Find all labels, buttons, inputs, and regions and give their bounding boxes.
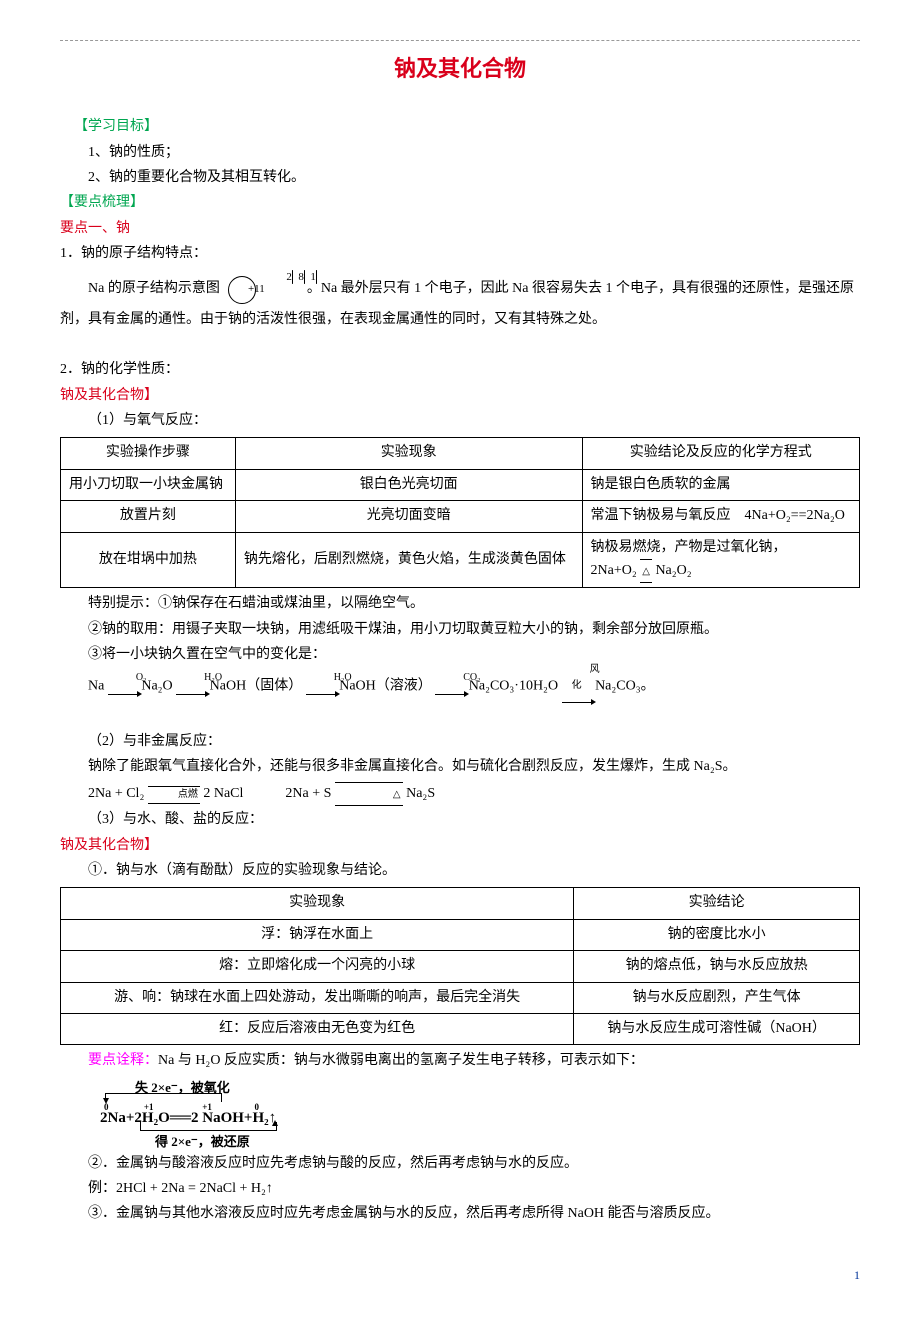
note-3: ③．金属钠与其他水溶液反应时应先考虑金属钠与水的反应，然后再考虑所得 NaOH … xyxy=(60,1203,860,1225)
objectives-heading: 【学习目标】 xyxy=(60,116,860,138)
o2-reaction-table: 实验操作步骤 实验现象 实验结论及反应的化学方程式 用小刀切取一小块金属钠 银白… xyxy=(60,437,860,588)
nonmetal-heading: （2）与非金属反应： xyxy=(60,731,860,753)
document-title: 钠及其化合物 xyxy=(60,51,860,86)
tip-2: ②钠的取用：用镊子夹取一块钠，用滤纸吸干煤油，用小刀切取黄豆粒大小的钠，剩余部分… xyxy=(60,619,860,641)
table-row: 浮：钠浮在水面上 钠的密度比水小 xyxy=(61,919,860,950)
essence-paragraph: 要点诠释：Na 与 H₂O 反应实质：钠与水微弱电离出的氢离子发生电子转移，可表… xyxy=(60,1050,860,1072)
atom-nucleus: +11 xyxy=(228,276,256,304)
water-reaction-table: 实验现象 实验结论 浮：钠浮在水面上 钠的密度比水小 熔：立即熔化成一个闪亮的小… xyxy=(60,887,860,1045)
water-sub: 钠及其化合物】 xyxy=(60,835,860,857)
top-divider xyxy=(60,40,860,41)
table-row: 红：反应后溶液由无色变为红色 钠与水反应生成可溶性碱（NaOH） xyxy=(61,1013,860,1044)
o2-reaction-heading: （1）与氧气反应： xyxy=(60,410,860,432)
th-phenomenon: 实验现象 xyxy=(235,438,582,469)
point1-heading: 要点一、钠 xyxy=(60,218,860,240)
atom-paragraph: Na 的原子结构示意图 +11 2 8 1 。Na 最外层只有 1 个电子，因此… xyxy=(60,269,860,331)
water-heading: （3）与水、酸、盐的反应： xyxy=(60,809,860,831)
essence-label: 要点诠释： xyxy=(88,1053,158,1068)
nonmetal-desc: 钠除了能跟氧气直接化合外，还能与很多非金属直接化合。如与硫化合剧烈反应，发生爆炸… xyxy=(60,756,860,778)
table-row: 熔：立即熔化成一个闪亮的小球 钠的熔点低，钠与水反应放热 xyxy=(61,951,860,982)
outline-heading: 【要点梳理】 xyxy=(60,192,860,214)
table-row: 实验操作步骤 实验现象 实验结论及反应的化学方程式 xyxy=(61,438,860,469)
atom-diagram: +11 2 8 1 xyxy=(228,269,298,309)
note-2: ②．金属钠与酸溶液反应时应先考虑钠与酸的反应，然后再考虑钠与水的反应。 xyxy=(60,1153,860,1175)
table-row: 放置片刻 光亮切面变暗 常温下钠极易与氧反应 4Na+O₂==2Na₂O xyxy=(61,501,860,532)
nonmetal-equations: 2Na + Cl₂ 点燃 2 NaCl 2Na + S △ Na₂S xyxy=(60,782,860,806)
table-row: 实验现象 实验结论 xyxy=(61,888,860,919)
tip-3: ③将一小块钠久置在空气中的变化是： xyxy=(60,644,860,666)
th-conclusion: 实验结论及反应的化学方程式 xyxy=(582,438,859,469)
chem-props-sub: 钠及其化合物】 xyxy=(60,385,860,407)
table-row: 用小刀切取一小块金属钠 银白色光亮切面 钠是银白色质软的金属 xyxy=(61,469,860,500)
objective-item-1: 1、钠的性质； xyxy=(60,142,860,164)
chem-props-heading: 2．钠的化学性质： xyxy=(60,359,860,381)
th-step: 实验操作步骤 xyxy=(61,438,236,469)
essence-text: Na 与 H₂O 反应实质：钠与水微弱电离出的氢离子发生电子转移，可表示如下： xyxy=(158,1053,644,1068)
reaction-chain: Na O₂ Na₂O H₂O NaOH（固体） H₂O NaOH（溶液） CO₂… xyxy=(60,670,860,703)
table-row: 游、响：钠球在水面上四处游动，发出嘶嘶的响声，最后完全消失 钠与水反应剧烈，产生… xyxy=(61,982,860,1013)
note-2-eq: 例：2HCl + 2Na = 2NaCl + H₂↑ xyxy=(60,1178,860,1200)
page-number: 1 xyxy=(60,1266,860,1285)
tip-1: 特别提示：①钠保存在石蜡油或煤油里，以隔绝空气。 xyxy=(60,593,860,615)
objective-item-2: 2、钠的重要化合物及其相互转化。 xyxy=(60,167,860,189)
structure-heading: 1．钠的原子结构特点： xyxy=(60,243,860,265)
table-row: 放在坩埚中加热 钠先熔化，后剧烈燃烧，黄色火焰，生成淡黄色固体 钠极易燃烧，产物… xyxy=(61,532,860,588)
atom-intro-text: Na 的原子结构示意图 xyxy=(88,281,220,296)
redox-diagram: 失 2×e⁻，被氧化 02Na+2+1H₂O══2 +1NaOH+0H₂↑ 得 … xyxy=(100,1078,860,1148)
water-exp-heading: ①．钠与水（滴有酚酞）反应的实验现象与结论。 xyxy=(60,860,860,882)
